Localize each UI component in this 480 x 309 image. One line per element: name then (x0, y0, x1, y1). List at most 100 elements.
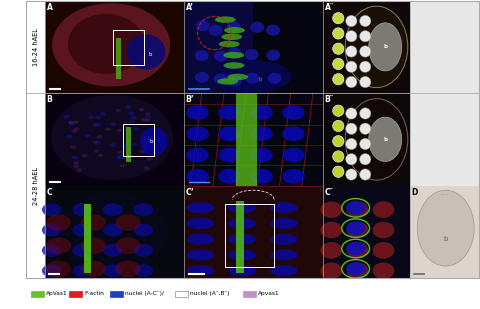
Point (63, 30, 71, 35)
Bar (113, 30, 144, 66)
Ellipse shape (42, 223, 61, 236)
Bar (184, 186, 323, 278)
Point (123, 8, 131, 13)
Ellipse shape (46, 214, 71, 231)
Bar (323, 1, 409, 93)
Circle shape (346, 138, 357, 150)
Bar (175, 290, 188, 297)
Ellipse shape (347, 262, 368, 279)
Ellipse shape (42, 203, 61, 216)
Ellipse shape (282, 148, 305, 163)
Ellipse shape (270, 249, 298, 260)
Ellipse shape (347, 242, 368, 259)
Ellipse shape (103, 223, 122, 236)
Bar (409, 93, 479, 186)
Ellipse shape (346, 201, 365, 215)
Point (167, 54, 174, 59)
Point (126, 51, 133, 56)
Ellipse shape (270, 202, 298, 213)
Ellipse shape (140, 128, 168, 155)
Ellipse shape (66, 135, 72, 139)
Point (106, 36, 113, 41)
Point (162, 31, 170, 36)
Circle shape (360, 138, 371, 150)
Ellipse shape (321, 262, 342, 279)
Text: C″: C″ (324, 188, 334, 197)
Point (49, 59, 57, 64)
Ellipse shape (221, 34, 242, 40)
Point (155, 56, 163, 61)
Text: C: C (47, 188, 52, 197)
Point (41, 78, 49, 83)
Circle shape (346, 61, 357, 72)
Point (54, 51, 62, 56)
Circle shape (360, 108, 371, 119)
Ellipse shape (345, 99, 408, 180)
Ellipse shape (133, 223, 153, 236)
Ellipse shape (129, 120, 135, 124)
Text: nuclei (A′′,B′′): nuclei (A′′,B′′) (191, 291, 230, 296)
Point (112, 17, 120, 22)
Circle shape (360, 123, 371, 134)
Point (172, 60, 180, 65)
Ellipse shape (72, 129, 77, 133)
Ellipse shape (214, 50, 228, 61)
Point (149, 40, 156, 44)
Text: C’: C’ (186, 188, 194, 197)
Ellipse shape (69, 122, 75, 126)
Bar (126, 127, 131, 163)
Ellipse shape (369, 117, 402, 162)
Ellipse shape (186, 202, 214, 213)
Ellipse shape (94, 123, 100, 127)
Point (162, 59, 169, 64)
Circle shape (346, 15, 357, 27)
Circle shape (360, 154, 371, 165)
Point (61, 86, 69, 91)
Ellipse shape (142, 146, 147, 149)
Point (135, 51, 143, 56)
Ellipse shape (228, 75, 242, 86)
Text: 24-28 hAEL: 24-28 hAEL (33, 167, 38, 205)
Point (128, 58, 136, 63)
Ellipse shape (73, 165, 79, 168)
Ellipse shape (63, 115, 70, 118)
Ellipse shape (139, 108, 144, 111)
Ellipse shape (251, 126, 273, 141)
Point (112, 59, 120, 64)
Ellipse shape (133, 244, 153, 257)
Ellipse shape (228, 218, 256, 229)
Bar (184, 186, 323, 278)
Circle shape (333, 136, 344, 147)
Ellipse shape (133, 264, 153, 277)
Point (125, 22, 132, 27)
Bar (237, 201, 244, 273)
Ellipse shape (116, 214, 141, 231)
Circle shape (360, 76, 371, 88)
Ellipse shape (372, 201, 395, 218)
Ellipse shape (94, 150, 99, 153)
Point (78, 89, 85, 94)
Text: 16-24 hAEL: 16-24 hAEL (33, 28, 38, 66)
Ellipse shape (266, 50, 280, 61)
Ellipse shape (82, 154, 87, 157)
Ellipse shape (224, 62, 244, 69)
Point (163, 32, 171, 37)
Ellipse shape (250, 22, 264, 33)
Ellipse shape (133, 203, 153, 216)
Ellipse shape (209, 25, 223, 36)
Ellipse shape (347, 222, 368, 238)
Ellipse shape (346, 262, 365, 276)
Ellipse shape (138, 150, 144, 153)
Point (61, 49, 69, 54)
Ellipse shape (417, 190, 474, 266)
Point (76, 47, 84, 52)
Ellipse shape (74, 127, 79, 130)
Point (152, 53, 159, 57)
Ellipse shape (186, 148, 209, 163)
Ellipse shape (146, 157, 152, 161)
Ellipse shape (72, 244, 92, 257)
Ellipse shape (100, 112, 106, 116)
Ellipse shape (51, 95, 173, 180)
Text: A: A (47, 2, 52, 12)
Circle shape (346, 76, 357, 88)
